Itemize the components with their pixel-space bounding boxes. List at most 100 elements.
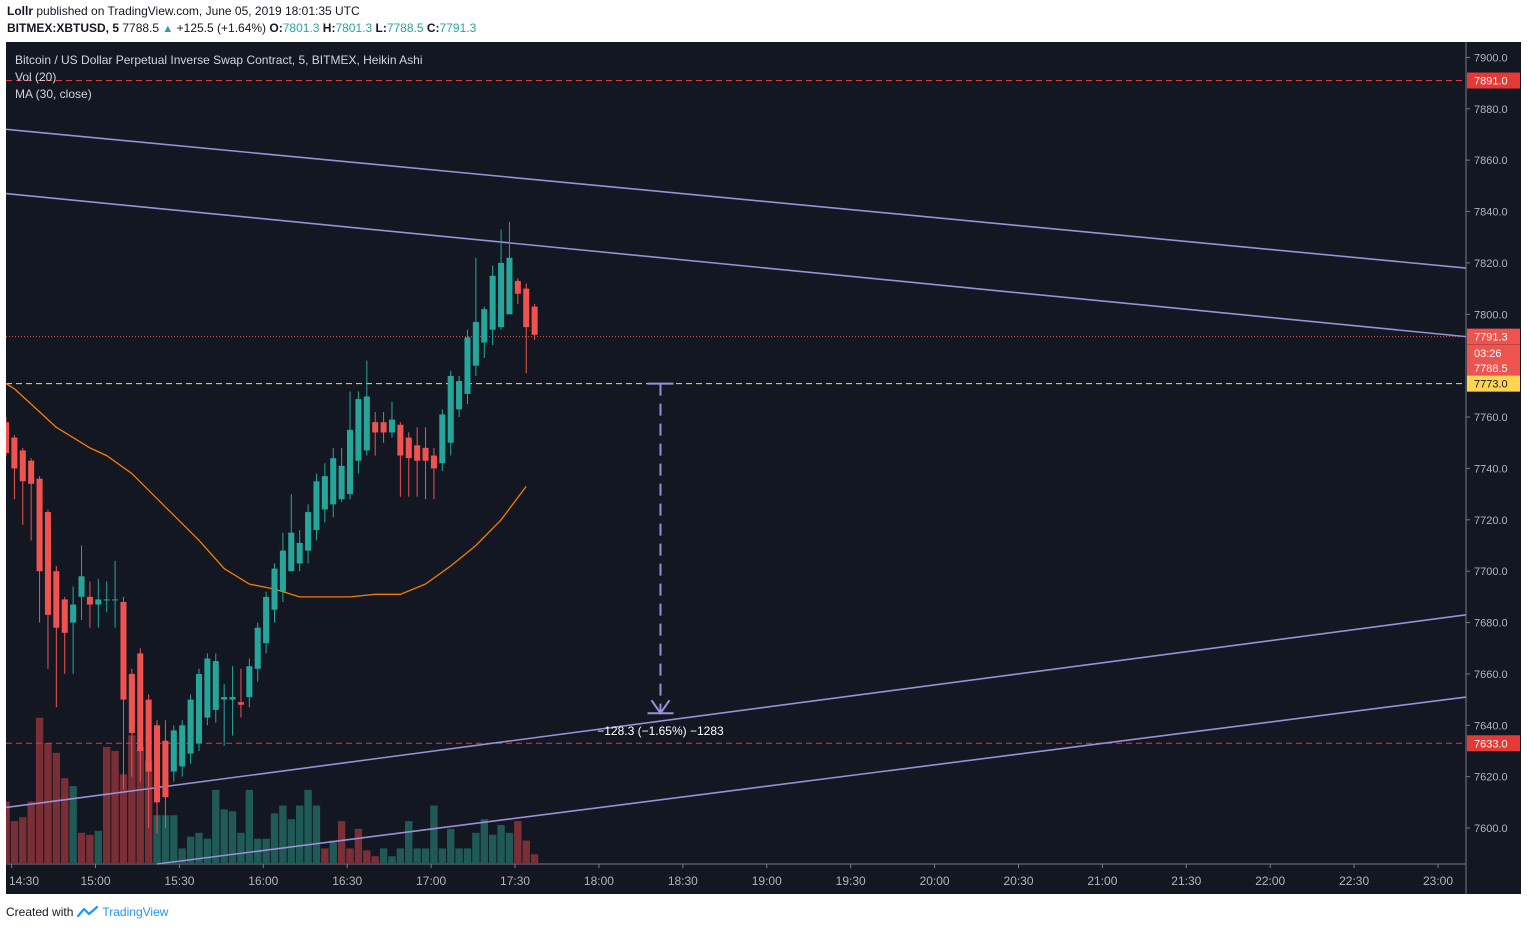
volume-bar (262, 838, 270, 864)
close-label: C: (426, 21, 440, 35)
countdown-label-text: 03:26 (1474, 348, 1502, 360)
price-tick-label: 7600.0 (1474, 823, 1508, 835)
price-tick-label: 7660.0 (1474, 669, 1508, 681)
tradingview-brand[interactable]: TradingView (102, 905, 169, 919)
volume-bar (77, 832, 86, 864)
candle-body (531, 306, 538, 335)
volume-bar (304, 789, 312, 864)
candle (6, 417, 10, 456)
candle-body (422, 447, 429, 461)
candle-body (355, 399, 362, 461)
volume-bar (287, 819, 295, 864)
price-chart[interactable]: −128.3 (−1.65%) −1283 7900.0 7880.0 7860.0… (6, 42, 1521, 894)
price-label: 7633.0 (1467, 735, 1520, 752)
trendline[interactable] (6, 128, 1467, 269)
volume-bar (153, 815, 161, 864)
up-arrow-icon: ▲ (162, 23, 174, 35)
candle (397, 422, 404, 497)
candle (414, 427, 421, 497)
created-with-text: Created with (6, 905, 74, 919)
trendline[interactable] (6, 192, 1467, 338)
close-price-label: 7788.5 (1467, 360, 1520, 377)
candle-body (456, 381, 463, 410)
volume-bar (346, 848, 354, 864)
time-tick-label: 22:30 (1339, 874, 1369, 888)
measure-tool[interactable]: −128.3 (−1.65%) −1283 (597, 382, 724, 739)
volume-bar (279, 805, 287, 864)
publisher-line: Lollr published on TradingView.com, June… (7, 4, 360, 18)
candle-body (338, 465, 345, 500)
time-tick-label: 21:00 (1087, 874, 1117, 888)
candle-body (330, 458, 337, 505)
volume-bar (413, 848, 421, 864)
candle-body (363, 396, 370, 451)
candle-body (128, 673, 135, 733)
trendline[interactable] (156, 696, 1467, 865)
volume-bar (463, 848, 472, 864)
candle-body (154, 725, 161, 803)
candle (162, 720, 169, 829)
price-tick-label: 7720.0 (1474, 515, 1508, 527)
volume-bar (170, 815, 178, 864)
change-text: +125.5 (+1.64%) (176, 21, 267, 35)
time-axis-ticks: 14:30 15:00 15:30 16:00 16:30 17:00 17:30 18:00… (9, 864, 1453, 888)
candle (489, 265, 496, 346)
candle (179, 720, 186, 777)
candle (439, 409, 446, 471)
candle (506, 221, 513, 315)
alert-price-label-text: 7773.0 (1474, 379, 1508, 391)
candle-body (246, 666, 253, 698)
countdown-label: 03:26 (1467, 344, 1520, 361)
volume-bar (228, 811, 237, 864)
candle (330, 447, 337, 518)
close-price-label-bg (1467, 360, 1520, 377)
author-name[interactable]: Lollr (7, 4, 33, 18)
candle (28, 458, 35, 541)
open-label: O: (269, 21, 283, 35)
candle-body (86, 596, 93, 605)
price-tick-label: 7900.0 (1474, 52, 1508, 64)
volume-bar (237, 832, 245, 864)
footer: Created with TradingView (6, 905, 168, 919)
time-tick-label: 21:30 (1171, 874, 1201, 888)
low-value: 7788.5 (386, 21, 424, 35)
volume-legend[interactable]: Vol (20) (15, 70, 56, 84)
price-axis[interactable] (1466, 42, 1521, 894)
candle-body (61, 599, 68, 633)
low-label: L: (375, 21, 387, 35)
alert-price-label-bg (1467, 375, 1520, 392)
symbol-text: BITMEX:XBTUSD, 5 (7, 21, 120, 35)
volume-bar (212, 789, 220, 864)
candle (422, 427, 429, 500)
candle-body (305, 512, 312, 551)
volume-bar (186, 836, 195, 864)
time-tick-label: 20:00 (920, 874, 950, 888)
candle-body (405, 437, 412, 459)
candle (221, 684, 228, 746)
candle-body (28, 460, 35, 484)
candle-body (19, 450, 26, 482)
trendlines[interactable] (6, 128, 1467, 865)
time-axis[interactable] (6, 864, 1466, 894)
candle-body (481, 309, 488, 343)
candle (447, 370, 454, 456)
candle-body (347, 429, 354, 495)
ma-legend[interactable]: MA (30, close) (15, 87, 92, 101)
trendline[interactable] (6, 614, 1467, 809)
price-tick-label: 7860.0 (1474, 155, 1508, 167)
candle-body (397, 424, 404, 456)
candle-body (414, 445, 421, 461)
volume-bar (128, 735, 136, 864)
price-tick-label: 7800.0 (1474, 309, 1508, 321)
candle-body (439, 414, 446, 464)
candle-body (179, 725, 186, 767)
symbol-quote-line: BITMEX:XBTUSD, 5 7788.5 ▲ +125.5 (+1.64%… (7, 21, 476, 35)
last-price-label-bg (1467, 328, 1520, 345)
high-value: 7801.3 (335, 21, 373, 35)
volume-bar (337, 821, 346, 864)
time-tick-label: 16:30 (332, 874, 362, 888)
volume-bar (119, 774, 128, 864)
candle (363, 360, 370, 456)
time-tick-label: 19:00 (752, 874, 782, 888)
candle-body (112, 599, 119, 601)
